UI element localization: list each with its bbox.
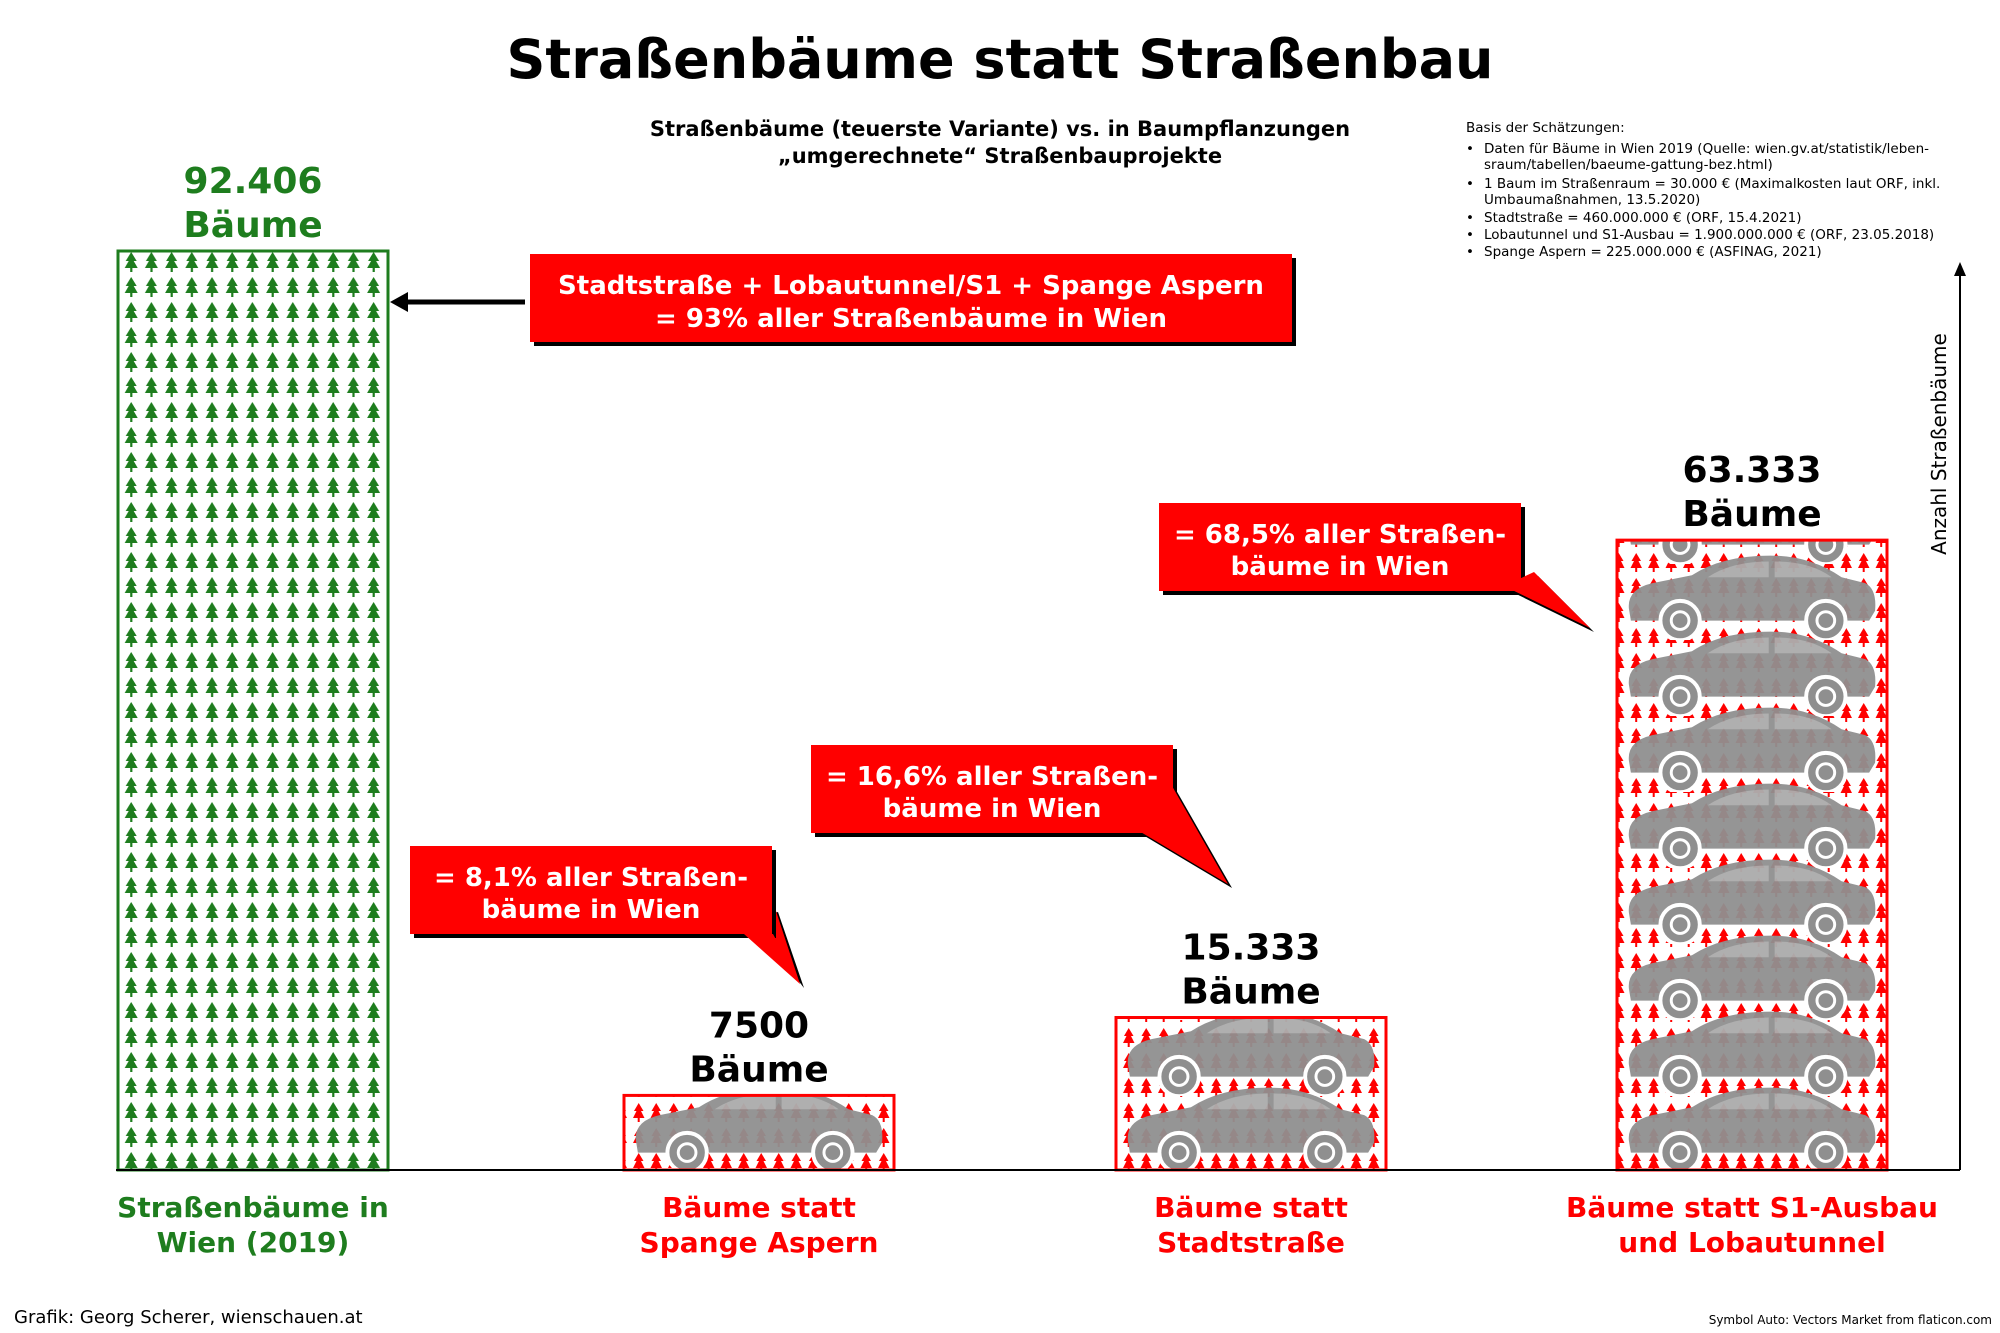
- callout-text: = 68,5% aller Straßen-: [1174, 520, 1506, 550]
- callout-text: bäume in Wien: [1231, 552, 1450, 582]
- value-label: 15.333: [1182, 928, 1321, 969]
- value-label: Bäume: [1682, 494, 1821, 535]
- callout-box: [811, 745, 1173, 833]
- notes-item: • Lobautunnel und S1-Ausbau = 1.900.000.…: [1466, 227, 1934, 243]
- chart-title: Straßenbäume statt Straßenbau: [507, 28, 1494, 91]
- callout-text: = 93% aller Straßenbäume in Wien: [655, 304, 1167, 334]
- callout-stadtstrasse: = 16,6% aller Straßen- bäume in Wien: [811, 745, 1232, 888]
- arrow-left-icon: [390, 292, 408, 312]
- callout-total: Stadtstraße + Lobautunnel/S1 + Spange As…: [390, 254, 1296, 346]
- value-label: Bäume: [1181, 972, 1320, 1013]
- chart-subtitle-line2: „umgerechnete“ Straßenbauprojekte: [778, 144, 1222, 168]
- y-axis-label: Anzahl Straßenbäume: [1927, 333, 1951, 555]
- callout-box: [530, 254, 1292, 342]
- estimation-notes: Basis der Schätzungen: • Daten für Bäume…: [1466, 120, 1940, 260]
- callout-box: [410, 846, 772, 934]
- notes-item: • Spange Aspern = 225.000.000 € (ASFINAG…: [1466, 244, 1822, 260]
- footer-credit: Grafik: Georg Scherer, wienschauen.at: [14, 1307, 363, 1328]
- value-label: Bäume: [183, 205, 322, 246]
- callout-text: bäume in Wien: [482, 895, 701, 925]
- notes-item: • 1 Baum im Straßenraum = 30.000 € (Maxi…: [1466, 176, 1940, 208]
- bar: [118, 251, 388, 1170]
- callout-text: = 8,1% aller Straßen-: [434, 863, 748, 893]
- footer-symbol-credit: Symbol Auto: Vectors Market from flatico…: [1709, 1313, 1992, 1327]
- callout-text: bäume in Wien: [883, 794, 1102, 824]
- callout-text: = 16,6% aller Straßen-: [826, 762, 1158, 792]
- bullet-icon: •: [1466, 176, 1474, 192]
- notes-item-line: Lobautunnel und S1-Ausbau = 1.900.000.00…: [1484, 227, 1934, 243]
- value-label: 92.406: [184, 161, 323, 202]
- callout-pointer: [1504, 572, 1590, 628]
- category-label: Spange Aspern: [640, 1226, 879, 1259]
- notes-item-line: 1 Baum im Straßenraum = 30.000 € (Maxima…: [1484, 176, 1940, 192]
- callout-box: [1159, 503, 1521, 591]
- notes-item-line: Spange Aspern = 225.000.000 € (ASFINAG, …: [1484, 244, 1822, 260]
- y-axis-arrow-icon: [1954, 262, 1966, 276]
- callout-lobau: = 68,5% aller Straßen- bäume in Wien: [1159, 503, 1594, 632]
- notes-item: • Daten für Bäume in Wien 2019 (Quelle: …: [1466, 141, 1929, 173]
- car-stack: [1629, 480, 1876, 1173]
- value-label: 7500: [709, 1005, 809, 1046]
- callout-spange: = 8,1% aller Straßen- bäume in Wien: [410, 846, 804, 988]
- category-label: Bäume statt: [662, 1191, 856, 1224]
- notes-item-line: Stadtstraße = 460.000.000 € (ORF, 15.4.2…: [1484, 210, 1802, 226]
- category-label: Bäume statt: [1154, 1191, 1348, 1224]
- callout-pointer: [744, 934, 800, 984]
- notes-item-line: sraum/tabellen/baeume-gattung-bez.html): [1484, 157, 1773, 173]
- bullet-icon: •: [1466, 244, 1474, 260]
- value-label: Bäume: [689, 1049, 828, 1090]
- callout-text: Stadtstraße + Lobautunnel/S1 + Spange As…: [558, 271, 1264, 301]
- category-label: Wien (2019): [157, 1226, 350, 1259]
- category-label: Bäume statt S1-Ausbau: [1566, 1191, 1938, 1224]
- bullet-icon: •: [1466, 227, 1474, 243]
- category-label: Straßenbäume in: [117, 1191, 389, 1224]
- notes-item: • Stadtstraße = 460.000.000 € (ORF, 15.4…: [1466, 210, 1802, 226]
- value-label: 63.333: [1683, 450, 1822, 491]
- notes-item-line: Daten für Bäume in Wien 2019 (Quelle: wi…: [1484, 141, 1929, 157]
- category-label: und Lobautunnel: [1618, 1226, 1885, 1259]
- category-label: Stadtstraße: [1157, 1226, 1345, 1259]
- bullet-icon: •: [1466, 210, 1474, 226]
- bullet-icon: •: [1466, 141, 1474, 157]
- chart-subtitle-line1: Straßenbäume (teuerste Variante) vs. in …: [650, 117, 1350, 141]
- notes-heading: Basis der Schätzungen:: [1466, 120, 1625, 136]
- notes-item-line: Umbaumaßnahmen, 13.5.2020): [1484, 192, 1700, 208]
